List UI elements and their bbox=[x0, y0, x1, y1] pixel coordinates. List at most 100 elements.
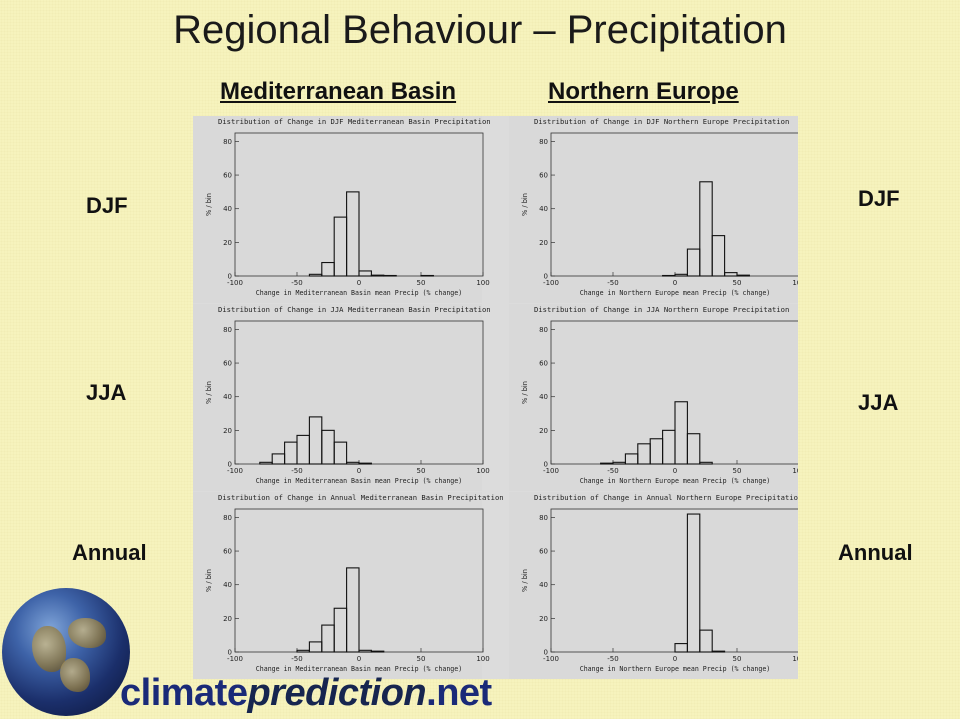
panel-background bbox=[193, 304, 482, 491]
x-tick-label: 0 bbox=[673, 655, 677, 663]
y-tick-label: 80 bbox=[539, 514, 548, 522]
histogram-panel-2: Distribution of Change in DJF Northern E… bbox=[509, 116, 798, 303]
y-tick-label: 60 bbox=[539, 172, 548, 180]
x-axis-label: Change in Mediterranean Basin mean Preci… bbox=[256, 665, 462, 673]
y-tick-label: 0 bbox=[228, 273, 232, 281]
globe-icon bbox=[2, 588, 130, 716]
chart-title: Distribution of Change in DJF Northern E… bbox=[534, 117, 789, 126]
row-label-left-djf: DJF bbox=[86, 193, 128, 218]
x-tick-label: 100 bbox=[792, 279, 798, 287]
row-label-left-annual: Annual bbox=[72, 540, 147, 565]
chart-title: Distribution of Change in DJF Mediterran… bbox=[218, 117, 491, 126]
chart-title: Distribution of Change in Annual Norther… bbox=[534, 493, 798, 502]
histogram-bar bbox=[662, 274, 676, 277]
x-tick-label: 50 bbox=[733, 279, 742, 287]
y-tick-label: 40 bbox=[223, 581, 232, 589]
x-tick-label: 100 bbox=[476, 279, 489, 287]
histogram-bar bbox=[686, 513, 701, 653]
x-tick-label: -100 bbox=[543, 279, 559, 287]
chart-title: Distribution of Change in JJA Mediterran… bbox=[218, 305, 491, 314]
y-axis-label: % / bin bbox=[205, 569, 213, 592]
histogram-bar bbox=[333, 441, 348, 465]
x-tick-label: 0 bbox=[673, 279, 677, 287]
y-tick-label: 80 bbox=[539, 138, 548, 146]
panel-background bbox=[509, 116, 798, 303]
histogram-bar bbox=[370, 274, 385, 277]
x-tick-label: 50 bbox=[417, 655, 426, 663]
x-axis-label: Change in Northern Europe mean Precip (%… bbox=[580, 289, 771, 297]
histogram-bar bbox=[686, 433, 701, 465]
chart-title: Distribution of Change in JJA Northern E… bbox=[534, 305, 789, 314]
x-tick-label: 50 bbox=[417, 279, 426, 287]
x-tick-label: 50 bbox=[733, 655, 742, 663]
x-axis-label: Change in Northern Europe mean Precip (%… bbox=[580, 477, 771, 485]
x-axis-label: Change in Mediterranean Basin mean Preci… bbox=[256, 477, 462, 485]
histogram-bar bbox=[736, 274, 750, 277]
histogram-panel-1: Distribution of Change in DJF Mediterran… bbox=[193, 116, 491, 303]
x-axis-label: Change in Northern Europe mean Precip (%… bbox=[580, 665, 771, 673]
x-tick-label: -50 bbox=[607, 655, 618, 663]
y-tick-label: 20 bbox=[539, 615, 548, 623]
histogram-bar bbox=[358, 462, 372, 465]
x-tick-label: 0 bbox=[357, 467, 361, 475]
x-tick-label: -100 bbox=[543, 467, 559, 475]
y-tick-label: 0 bbox=[544, 461, 548, 469]
histogram-bar bbox=[699, 461, 713, 465]
row-label-right-annual: Annual bbox=[838, 540, 913, 565]
y-tick-label: 0 bbox=[544, 649, 548, 657]
histogram-bar bbox=[699, 181, 713, 277]
row-label-right-jja: JJA bbox=[858, 390, 899, 415]
histogram-bar bbox=[674, 401, 688, 465]
column-header-mediterranean: Mediterranean Basin bbox=[220, 78, 457, 105]
y-tick-label: 60 bbox=[223, 548, 232, 556]
y-tick-label: 40 bbox=[539, 393, 548, 401]
y-axis-label: % / bin bbox=[521, 193, 529, 216]
y-tick-label: 40 bbox=[539, 205, 548, 213]
histogram-bar bbox=[346, 191, 360, 277]
y-tick-label: 0 bbox=[228, 649, 232, 657]
histogram-bar bbox=[383, 274, 397, 277]
logo-text-part1: climate bbox=[120, 672, 248, 714]
histogram-bar bbox=[699, 629, 713, 653]
x-tick-label: 0 bbox=[357, 655, 361, 663]
x-tick-label: 100 bbox=[476, 655, 489, 663]
x-tick-label: 50 bbox=[417, 467, 426, 475]
histogram-bar bbox=[358, 270, 372, 277]
x-tick-label: -100 bbox=[227, 279, 243, 287]
histogram-bar bbox=[711, 650, 726, 653]
y-tick-label: 80 bbox=[223, 326, 232, 334]
y-tick-label: 80 bbox=[223, 514, 232, 522]
histogram-panel-grid: Distribution of Change in DJF Mediterran… bbox=[193, 116, 798, 679]
y-tick-label: 60 bbox=[223, 172, 232, 180]
x-tick-label: -50 bbox=[291, 467, 302, 475]
histogram-bar bbox=[370, 650, 385, 653]
x-tick-label: 100 bbox=[476, 467, 489, 475]
x-tick-label: 50 bbox=[733, 467, 742, 475]
x-axis-label: Change in Mediterranean Basin mean Preci… bbox=[256, 289, 462, 297]
x-tick-label: -100 bbox=[227, 655, 243, 663]
x-tick-label: 100 bbox=[792, 655, 798, 663]
panel-background bbox=[509, 304, 798, 491]
histogram-panel-4: Distribution of Change in JJA Northern E… bbox=[509, 304, 798, 491]
histogram-bar bbox=[711, 235, 726, 277]
histogram-bar bbox=[600, 462, 614, 465]
logo-text-part2: prediction bbox=[247, 672, 427, 714]
y-axis-label: % / bin bbox=[521, 569, 529, 592]
y-tick-label: 60 bbox=[223, 360, 232, 368]
row-label-left-jja: JJA bbox=[86, 380, 127, 405]
y-tick-label: 40 bbox=[539, 581, 548, 589]
histogram-panel-3: Distribution of Change in JJA Mediterran… bbox=[193, 304, 491, 491]
x-tick-label: -50 bbox=[291, 655, 302, 663]
y-tick-label: 80 bbox=[539, 326, 548, 334]
x-tick-label: 0 bbox=[357, 279, 361, 287]
y-tick-label: 20 bbox=[539, 239, 548, 247]
panel-background bbox=[193, 492, 482, 679]
y-tick-label: 20 bbox=[223, 427, 232, 435]
y-axis-label: % / bin bbox=[205, 381, 213, 404]
x-tick-label: 0 bbox=[673, 467, 677, 475]
y-tick-label: 80 bbox=[223, 138, 232, 146]
logo-text: climateprediction.net bbox=[120, 672, 492, 715]
row-label-right-djf: DJF bbox=[858, 186, 900, 211]
histogram-bar bbox=[724, 272, 738, 277]
y-tick-label: 60 bbox=[539, 360, 548, 368]
